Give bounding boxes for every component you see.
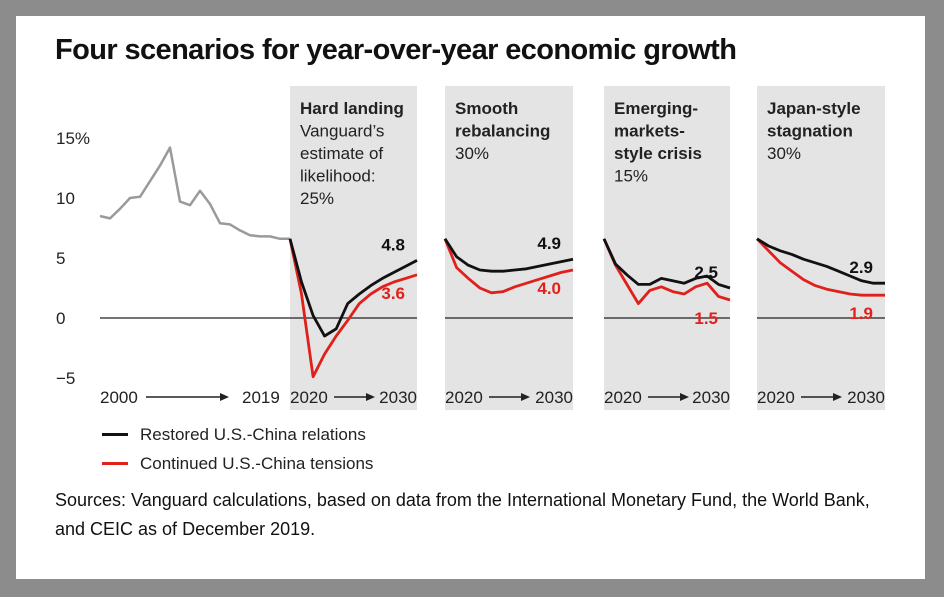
tensions-line — [288, 238, 418, 379]
y-tick-label: 0 — [56, 309, 65, 328]
source-note: Sources: Vanguard calculations, based on… — [55, 490, 870, 539]
scenario-note-line: likelihood: — [300, 167, 376, 186]
restored-end-label: 2.5 — [694, 263, 718, 282]
restored-end-label: 2.9 — [849, 258, 873, 277]
scenario-panel-background — [757, 86, 885, 410]
tensions-line — [443, 238, 574, 295]
scenario-title-line: Hard landing — [300, 99, 404, 118]
x-arrow-head — [220, 393, 229, 401]
scenario-title-line: rebalancing — [455, 122, 550, 141]
x-arrow-head — [833, 393, 842, 401]
legend: Restored U.S.-China relations Continued … — [102, 420, 373, 478]
legend-item-restored: Restored U.S.-China relations — [102, 420, 373, 449]
y-tick-label: 10 — [56, 189, 75, 208]
x-tick-label: 2030 — [692, 388, 730, 407]
legend-label-tensions: Continued U.S.-China tensions — [140, 453, 374, 473]
restored-line — [602, 238, 731, 290]
tensions-end-label: 4.0 — [537, 279, 561, 298]
x-arrow-head — [366, 393, 375, 401]
chart-card: Four scenarios for year-over-year econom… — [16, 16, 925, 579]
scenario-panel-background — [604, 86, 730, 410]
y-tick-label: 15% — [56, 129, 90, 148]
tensions-end-label: 1.5 — [694, 309, 718, 328]
legend-item-tensions: Continued U.S.-China tensions — [102, 449, 373, 478]
scenario-note-line: estimate of — [300, 144, 383, 163]
legend-swatch-restored — [102, 433, 128, 436]
restored-end-label: 4.8 — [381, 235, 405, 254]
x-arrow-head — [680, 393, 689, 401]
tensions-line — [602, 238, 731, 306]
legend-swatch-tensions — [102, 462, 128, 465]
tensions-end-label: 1.9 — [849, 304, 873, 323]
restored-line — [756, 237, 885, 285]
scenario-panel-background — [445, 86, 573, 410]
restored-line — [288, 238, 418, 338]
scenario-note-line: 15% — [614, 167, 648, 186]
x-tick-label: 2030 — [379, 388, 417, 407]
x-tick-label: 2019 — [242, 388, 280, 407]
chart-plot: 15% 10 5 0 −5 2000 2019 Hard landing Vanguard’s e… — [56, 86, 885, 410]
chart-title: Four scenarios for year-over-year econom… — [55, 34, 737, 66]
restored-line — [443, 238, 574, 273]
x-arrow-head — [521, 393, 530, 401]
scenario-note-line: Vanguard’s — [300, 122, 384, 141]
x-tick-label: 2020 — [757, 388, 795, 407]
x-tick-label: 2030 — [847, 388, 885, 407]
scenario-note-line: 30% — [455, 144, 489, 163]
scenario-title-line: stagnation — [767, 122, 853, 141]
legend-label-restored: Restored U.S.-China relations — [140, 424, 366, 444]
scenario-title-line: style crisis — [614, 144, 702, 163]
history-line — [99, 146, 290, 241]
y-tick-label: −5 — [56, 369, 75, 388]
restored-end-label: 4.9 — [537, 234, 561, 253]
y-tick-label: 5 — [56, 249, 65, 268]
scenario-note-line: 25% — [300, 189, 334, 208]
scenario-title-line: Smooth — [455, 99, 518, 118]
tensions-line — [755, 237, 885, 297]
tensions-end-label: 3.6 — [381, 284, 405, 303]
x-tick-label: 2030 — [535, 388, 573, 407]
x-tick-label: 2020 — [604, 388, 642, 407]
scenario-title-line: Emerging- — [614, 99, 698, 118]
scenario-note-line: 30% — [767, 144, 801, 163]
scenario-title-line: markets- — [614, 122, 685, 141]
x-tick-label: 2020 — [290, 388, 328, 407]
x-tick-label: 2000 — [100, 388, 138, 407]
x-tick-label: 2020 — [445, 388, 483, 407]
scenario-title-line: Japan-style — [767, 99, 861, 118]
